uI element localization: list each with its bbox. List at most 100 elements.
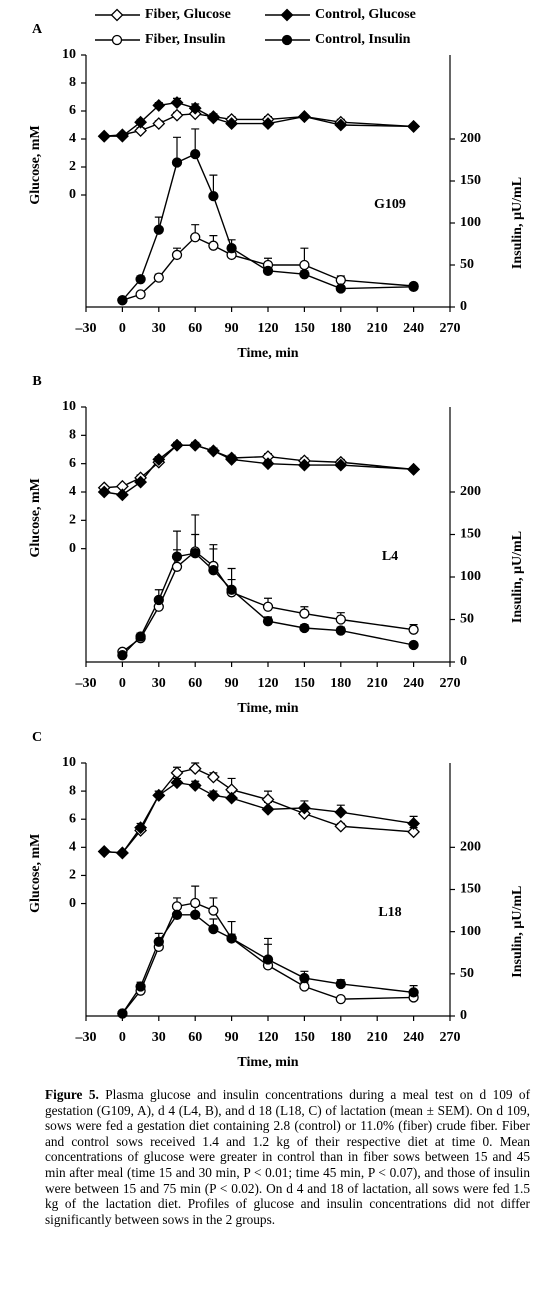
- legend-marker: [280, 8, 294, 22]
- x-tick-label: 210: [367, 321, 388, 336]
- marker: [335, 993, 346, 1005]
- y2-tick-label: 50: [460, 612, 474, 627]
- marker: [171, 157, 183, 168]
- marker: [206, 444, 220, 458]
- x-tick-label: 0: [119, 676, 126, 691]
- marker: [188, 101, 202, 115]
- marker: [171, 249, 183, 261]
- marker: [299, 259, 310, 271]
- marker: [225, 791, 239, 805]
- marker: [226, 933, 237, 944]
- x-tick-label: 60: [188, 676, 202, 691]
- marker: [117, 295, 128, 306]
- marker: [190, 909, 201, 920]
- marker: [97, 485, 111, 499]
- x-tick-label: –30: [75, 676, 97, 691]
- marker: [117, 650, 128, 661]
- x-tick-label: 150: [294, 321, 315, 336]
- x-tick-label: 0: [119, 321, 126, 336]
- series-line: [104, 767, 414, 854]
- x-tick-label: 210: [367, 1030, 388, 1045]
- marker: [134, 115, 148, 129]
- series-line: [104, 781, 414, 854]
- caption-label: Figure 5.: [45, 1087, 99, 1102]
- x-tick-label: 60: [188, 1030, 202, 1045]
- y2-axis-label: Insulin, µU/mL: [510, 177, 525, 269]
- marker: [208, 923, 219, 935]
- marker: [297, 458, 311, 472]
- y-tick-label: 6: [69, 811, 76, 826]
- marker: [208, 240, 219, 251]
- y2-tick-label: 200: [460, 131, 481, 146]
- marker: [335, 978, 346, 990]
- y2-tick-label: 100: [460, 569, 481, 584]
- marker: [225, 117, 239, 131]
- x-tick-label: 270: [440, 676, 461, 691]
- marker: [262, 616, 274, 627]
- x-tick-label: –30: [75, 1030, 97, 1045]
- marker: [208, 905, 219, 916]
- marker: [261, 802, 275, 816]
- caption: Figure 5. Plasma glucose and insulin con…: [45, 1087, 530, 1227]
- y2-tick-label: 50: [460, 257, 474, 272]
- marker: [299, 972, 310, 984]
- y-tick-label: 2: [69, 513, 76, 528]
- caption-text: Plasma glucose and insulin concentration…: [45, 1087, 530, 1227]
- legend-marker: [281, 34, 293, 46]
- legend-label: Control, Glucose: [315, 7, 416, 22]
- marker: [134, 124, 148, 138]
- x-axis-label: Time, min: [237, 701, 298, 716]
- marker: [153, 224, 164, 235]
- x-tick-label: 120: [258, 321, 279, 336]
- marker: [206, 770, 220, 784]
- y2-tick-label: 100: [460, 924, 481, 939]
- marker: [190, 897, 201, 909]
- marker: [262, 601, 274, 612]
- marker: [153, 594, 164, 606]
- marker: [152, 788, 166, 802]
- x-tick-label: 30: [152, 1030, 166, 1045]
- marker: [226, 243, 237, 254]
- x-tick-label: 180: [330, 1030, 351, 1045]
- marker: [152, 117, 166, 131]
- x-tick-label: 240: [403, 1030, 424, 1045]
- y2-tick-label: 150: [460, 882, 481, 897]
- marker: [408, 639, 419, 651]
- y-tick-label: 0: [69, 896, 76, 911]
- marker: [335, 614, 346, 625]
- x-axis-label: Time, min: [237, 346, 298, 361]
- y-tick-label: 4: [69, 484, 76, 499]
- y2-tick-label: 50: [460, 966, 474, 981]
- marker: [170, 776, 184, 790]
- marker: [190, 232, 201, 243]
- marker: [135, 631, 146, 642]
- y2-axis-label: Insulin, µU/mL: [510, 886, 525, 978]
- marker: [407, 817, 421, 830]
- series-line: [121, 153, 414, 301]
- marker: [261, 117, 275, 131]
- marker: [408, 281, 419, 292]
- marker: [170, 438, 184, 452]
- marker: [188, 762, 202, 776]
- marker: [115, 488, 129, 502]
- marker: [297, 110, 311, 124]
- x-tick-label: 0: [119, 1030, 126, 1045]
- marker: [170, 96, 184, 110]
- marker: [407, 119, 421, 133]
- panel-label: A: [32, 22, 43, 37]
- panel-label: B: [32, 374, 41, 389]
- marker: [171, 551, 183, 562]
- panel-label: C: [32, 730, 42, 745]
- y-tick-label: 4: [69, 131, 76, 146]
- y-axis-label: Glucose, mM: [28, 834, 43, 913]
- y-tick-label: 0: [69, 187, 76, 202]
- y-tick-label: 6: [69, 103, 76, 118]
- marker: [334, 118, 348, 132]
- x-tick-label: 150: [294, 1030, 315, 1045]
- marker: [135, 289, 146, 300]
- marker: [206, 788, 220, 802]
- marker: [299, 608, 310, 619]
- marker: [188, 438, 202, 452]
- marker: [134, 821, 148, 835]
- y-axis-label: Glucose, mM: [28, 478, 43, 557]
